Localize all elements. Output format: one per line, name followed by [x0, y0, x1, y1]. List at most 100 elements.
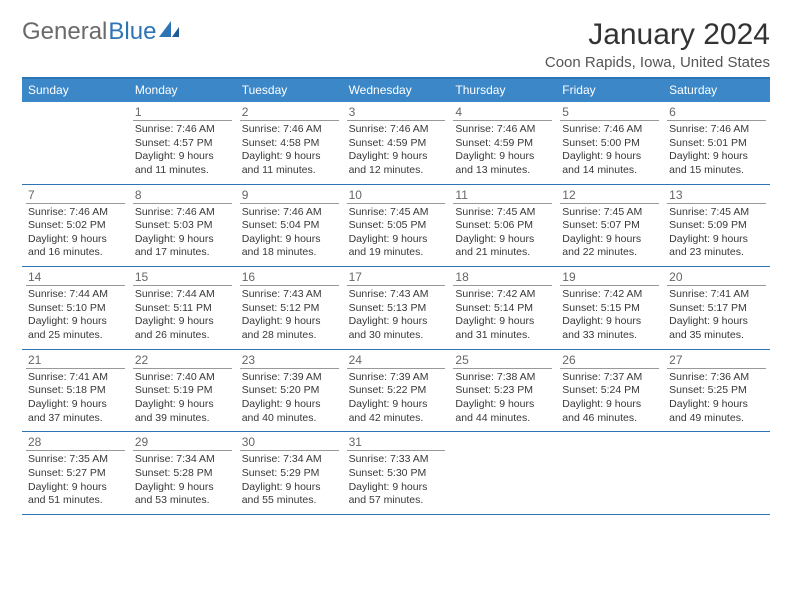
sunrise-text: Sunrise: 7:33 AM: [349, 453, 446, 467]
day-cell: 14Sunrise: 7:44 AMSunset: 5:10 PMDayligh…: [22, 267, 129, 349]
sunset-text: Sunset: 5:11 PM: [135, 302, 232, 316]
day-cell: 9Sunrise: 7:46 AMSunset: 5:04 PMDaylight…: [236, 185, 343, 267]
sunset-text: Sunset: 5:06 PM: [455, 219, 552, 233]
day-details: Sunrise: 7:34 AMSunset: 5:28 PMDaylight:…: [133, 453, 232, 508]
day-number: 5: [560, 104, 659, 121]
sunrise-text: Sunrise: 7:41 AM: [669, 288, 766, 302]
sunset-text: Sunset: 5:25 PM: [669, 384, 766, 398]
day-number: 26: [560, 352, 659, 369]
day-cell: 15Sunrise: 7:44 AMSunset: 5:11 PMDayligh…: [129, 267, 236, 349]
day-details: Sunrise: 7:38 AMSunset: 5:23 PMDaylight:…: [453, 371, 552, 426]
sunrise-text: Sunrise: 7:34 AM: [135, 453, 232, 467]
day-number: 12: [560, 187, 659, 204]
sunset-text: Sunset: 5:09 PM: [669, 219, 766, 233]
sunset-text: Sunset: 5:18 PM: [28, 384, 125, 398]
sunset-text: Sunset: 5:30 PM: [349, 467, 446, 481]
day-details: Sunrise: 7:41 AMSunset: 5:17 PMDaylight:…: [667, 288, 766, 343]
sunrise-text: Sunrise: 7:46 AM: [562, 123, 659, 137]
day-number: 2: [240, 104, 339, 121]
dow-header: Friday: [556, 79, 663, 102]
day-cell: 24Sunrise: 7:39 AMSunset: 5:22 PMDayligh…: [343, 350, 450, 432]
sunset-text: Sunset: 5:19 PM: [135, 384, 232, 398]
day-details: Sunrise: 7:40 AMSunset: 5:19 PMDaylight:…: [133, 371, 232, 426]
brand-logo: GeneralBlue: [22, 18, 179, 46]
day-cell: 16Sunrise: 7:43 AMSunset: 5:12 PMDayligh…: [236, 267, 343, 349]
sunset-text: Sunset: 5:22 PM: [349, 384, 446, 398]
daylight-text: Daylight: 9 hours and 42 minutes.: [349, 398, 446, 425]
day-details: Sunrise: 7:44 AMSunset: 5:11 PMDaylight:…: [133, 288, 232, 343]
sunrise-text: Sunrise: 7:43 AM: [242, 288, 339, 302]
sunset-text: Sunset: 5:02 PM: [28, 219, 125, 233]
day-cell: 27Sunrise: 7:36 AMSunset: 5:25 PMDayligh…: [663, 350, 770, 432]
day-details: Sunrise: 7:36 AMSunset: 5:25 PMDaylight:…: [667, 371, 766, 426]
dow-header: Saturday: [663, 79, 770, 102]
daylight-text: Daylight: 9 hours and 18 minutes.: [242, 233, 339, 260]
sunset-text: Sunset: 5:29 PM: [242, 467, 339, 481]
sunrise-text: Sunrise: 7:45 AM: [349, 206, 446, 220]
day-of-week-row: SundayMondayTuesdayWednesdayThursdayFrid…: [22, 79, 770, 102]
week-row: 14Sunrise: 7:44 AMSunset: 5:10 PMDayligh…: [22, 267, 770, 350]
day-number: 31: [347, 434, 446, 451]
day-details: Sunrise: 7:34 AMSunset: 5:29 PMDaylight:…: [240, 453, 339, 508]
sunrise-text: Sunrise: 7:44 AM: [28, 288, 125, 302]
day-number: 23: [240, 352, 339, 369]
day-details: Sunrise: 7:35 AMSunset: 5:27 PMDaylight:…: [26, 453, 125, 508]
daylight-text: Daylight: 9 hours and 21 minutes.: [455, 233, 552, 260]
daylight-text: Daylight: 9 hours and 53 minutes.: [135, 481, 232, 508]
brand-part1: General: [22, 18, 107, 46]
day-cell: 4 Sunrise: 7:46 AMSunset: 4:59 PMDaylight…: [449, 102, 556, 184]
daylight-text: Daylight: 9 hours and 57 minutes.: [349, 481, 446, 508]
day-number: 4: [453, 104, 552, 121]
day-cell: 5Sunrise: 7:46 AMSunset: 5:00 PMDaylight…: [556, 102, 663, 184]
day-cell: [22, 102, 129, 184]
day-details: Sunrise: 7:45 AMSunset: 5:05 PMDaylight:…: [347, 206, 446, 261]
sunrise-text: Sunrise: 7:46 AM: [242, 206, 339, 220]
sunrise-text: Sunrise: 7:45 AM: [562, 206, 659, 220]
day-cell: 8 Sunrise: 7:46 AMSunset: 5:03 PMDaylight…: [129, 185, 236, 267]
daylight-text: Daylight: 9 hours and 46 minutes.: [562, 398, 659, 425]
sunrise-text: Sunrise: 7:46 AM: [242, 123, 339, 137]
day-number: 20: [667, 269, 766, 286]
day-cell: 19Sunrise: 7:42 AMSunset: 5:15 PMDayligh…: [556, 267, 663, 349]
daylight-text: Daylight: 9 hours and 23 minutes.: [669, 233, 766, 260]
daylight-text: Daylight: 9 hours and 31 minutes.: [455, 315, 552, 342]
sunrise-text: Sunrise: 7:46 AM: [28, 206, 125, 220]
day-number: 16: [240, 269, 339, 286]
daylight-text: Daylight: 9 hours and 49 minutes.: [669, 398, 766, 425]
day-details: Sunrise: 7:45 AMSunset: 5:07 PMDaylight:…: [560, 206, 659, 261]
day-details: Sunrise: 7:46 AMSunset: 4:59 PMDaylight:…: [453, 123, 552, 178]
calendar-grid: SundayMondayTuesdayWednesdayThursdayFrid…: [22, 77, 770, 515]
day-number: 8: [133, 187, 232, 204]
title-block: January 2024 Coon Rapids, Iowa, United S…: [545, 18, 770, 71]
day-details: Sunrise: 7:44 AMSunset: 5:10 PMDaylight:…: [26, 288, 125, 343]
sunset-text: Sunset: 5:24 PM: [562, 384, 659, 398]
day-cell: 13Sunrise: 7:45 AMSunset: 5:09 PMDayligh…: [663, 185, 770, 267]
sunset-text: Sunset: 4:59 PM: [455, 137, 552, 151]
sunset-text: Sunset: 5:14 PM: [455, 302, 552, 316]
day-details: Sunrise: 7:46 AMSunset: 5:03 PMDaylight:…: [133, 206, 232, 261]
day-details: Sunrise: 7:46 AMSunset: 4:59 PMDaylight:…: [347, 123, 446, 178]
day-cell: 17Sunrise: 7:43 AMSunset: 5:13 PMDayligh…: [343, 267, 450, 349]
sunrise-text: Sunrise: 7:46 AM: [135, 206, 232, 220]
sunrise-text: Sunrise: 7:39 AM: [242, 371, 339, 385]
day-cell: 23Sunrise: 7:39 AMSunset: 5:20 PMDayligh…: [236, 350, 343, 432]
daylight-text: Daylight: 9 hours and 15 minutes.: [669, 150, 766, 177]
sunset-text: Sunset: 5:10 PM: [28, 302, 125, 316]
daylight-text: Daylight: 9 hours and 14 minutes.: [562, 150, 659, 177]
daylight-text: Daylight: 9 hours and 28 minutes.: [242, 315, 339, 342]
day-cell: 22Sunrise: 7:40 AMSunset: 5:19 PMDayligh…: [129, 350, 236, 432]
day-cell: [663, 432, 770, 514]
location-text: Coon Rapids, Iowa, United States: [545, 54, 770, 71]
sunset-text: Sunset: 5:28 PM: [135, 467, 232, 481]
week-row: 7Sunrise: 7:46 AMSunset: 5:02 PMDaylight…: [22, 185, 770, 268]
sunset-text: Sunset: 4:57 PM: [135, 137, 232, 151]
day-details: Sunrise: 7:37 AMSunset: 5:24 PMDaylight:…: [560, 371, 659, 426]
day-cell: [556, 432, 663, 514]
day-cell: 1Sunrise: 7:46 AMSunset: 4:57 PMDaylight…: [129, 102, 236, 184]
dow-header: Monday: [129, 79, 236, 102]
day-details: Sunrise: 7:45 AMSunset: 5:09 PMDaylight:…: [667, 206, 766, 261]
day-number: 17: [347, 269, 446, 286]
day-number: 19: [560, 269, 659, 286]
sunset-text: Sunset: 5:27 PM: [28, 467, 125, 481]
day-number: 28: [26, 434, 125, 451]
